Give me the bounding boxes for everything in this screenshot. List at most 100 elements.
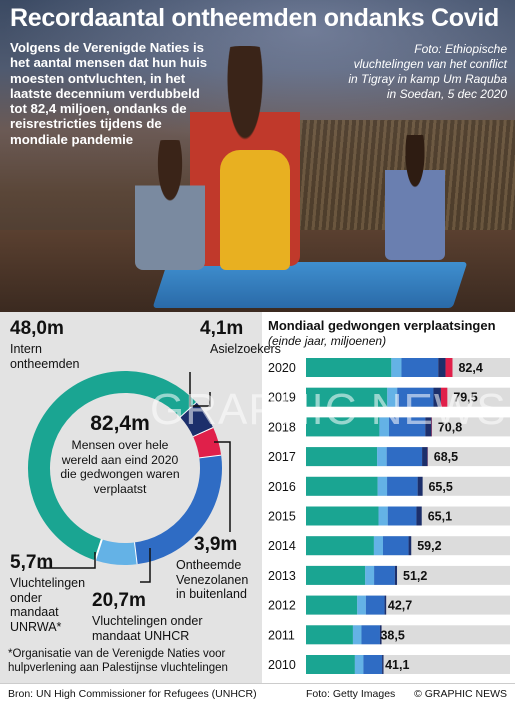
bar-year-label: 2013 (268, 569, 296, 583)
bar-chart-title: Mondiaal gedwongen verplaatsingen (268, 318, 496, 333)
donut-slice-separator (179, 401, 198, 419)
bar-total-label: 82,4 (458, 361, 482, 375)
bar-year-label: 2015 (268, 510, 296, 524)
bar-total-label: 68,5 (434, 450, 458, 464)
donut-slice (193, 427, 222, 459)
bar-segment (384, 595, 387, 615)
slice-value-asiel: 4,1m (200, 318, 244, 339)
watermark: GRAPHIC NEWS (150, 385, 507, 434)
slice-label-asiel: Asielzoekers (210, 342, 281, 356)
bar-segment (378, 506, 388, 526)
bar-total-label: 79,5 (453, 391, 477, 405)
bar-segment (445, 358, 453, 377)
bar-segment (354, 655, 364, 674)
donut-chart (28, 371, 231, 583)
header-photo: Recordaantal ontheemden ondanks Covid Vo… (0, 0, 515, 312)
bar-total-label: 42,7 (388, 599, 412, 613)
slice-label-unrwa: Vluchtelingen onder mandaat UNRWA* (10, 576, 86, 634)
bar-total-label: 59,2 (417, 539, 441, 553)
bar-segment (306, 417, 380, 437)
footer: Bron: UN High Commissioner for Refugees … (0, 683, 515, 703)
bar-total-label: 41,1 (385, 658, 409, 672)
bar-segment (401, 358, 439, 377)
bar-year-label: 2017 (268, 450, 296, 464)
footer-photo-credit: Foto: Getty Images (306, 688, 396, 700)
bar-segment (391, 358, 402, 377)
bar-segment (440, 387, 448, 407)
bar-segment (389, 417, 426, 437)
bar-segment (387, 506, 417, 526)
bar-chart-subtitle: (einde jaar, miljoenen) (268, 334, 387, 348)
photo-seated-woman (385, 135, 445, 260)
bar-segment (377, 476, 388, 496)
bar-segment (306, 595, 358, 615)
bar-segment (373, 536, 383, 556)
leader-line-unhcr (140, 548, 151, 583)
donut-slice-separator (94, 539, 103, 561)
bar-segment (408, 536, 412, 556)
bar-segment (387, 387, 398, 407)
bar-year-label: 2016 (268, 480, 296, 494)
bar-segment (379, 625, 382, 645)
bar-total-label: 38,5 (380, 628, 404, 642)
bar-segment (417, 476, 423, 496)
bar-segment (306, 476, 378, 496)
leader-line-unrwa (40, 552, 96, 569)
photo-child (135, 140, 205, 270)
bar-total-label: 51,2 (403, 569, 427, 583)
slice-label-venezolanen: Ontheemde Venezolanen in buitenland (176, 558, 249, 601)
bar-year-label: 2011 (268, 628, 295, 642)
leader-line-asiel (189, 372, 211, 407)
slice-value-venezolanen: 3,9m (194, 534, 238, 555)
donut-panel: 48,0m Intern ontheemden 4,1m Asielzoeker… (0, 312, 281, 683)
bar-segment (374, 565, 395, 585)
bar-year-label: 2010 (268, 658, 296, 672)
photo-caption: Foto: Ethiopische vluchtelingen van het … (348, 42, 507, 101)
bar-total-label: 65,1 (428, 510, 452, 524)
bar-segment (377, 447, 387, 467)
bar-segment (363, 655, 383, 674)
intro-text: Volgens de Verenigde Naties is het aanta… (10, 40, 208, 147)
bar-segment (306, 447, 378, 467)
bar-segment (386, 447, 423, 467)
bar-segment (379, 417, 390, 437)
bar-year-label: 2019 (268, 391, 296, 405)
footnote: *Organisatie van de Verenigde Naties voo… (8, 648, 228, 674)
bar-segment (382, 655, 384, 674)
bar-segment (306, 387, 388, 407)
donut-slice (133, 455, 222, 565)
bar-total-label: 70,8 (438, 420, 462, 434)
bar-segment (365, 565, 375, 585)
photo-mother-dress (220, 150, 290, 270)
slice-label-intern: Intern ontheemden (10, 342, 80, 371)
bar-segment (365, 595, 385, 615)
donut-slice (28, 371, 197, 561)
donut-center-value: 82,4m (90, 412, 150, 435)
slice-value-intern: 48,0m (10, 318, 64, 339)
footer-copyright: © GRAPHIC NEWS (414, 688, 507, 700)
bar-segment (306, 655, 355, 674)
bar-chart: 2020 82,4 2019 79,5 2018 70,8 2017 68,5 2016 65,5… (268, 358, 510, 674)
bar-year-label: 2012 (268, 599, 296, 613)
bar-segment (306, 625, 353, 645)
infographic-body: 48,0m Intern ontheemden 4,1m Asielzoeker… (0, 312, 515, 683)
bar-segment (438, 358, 446, 377)
bar-segment (361, 625, 380, 645)
bar-segment (382, 536, 409, 556)
bar-segment (352, 625, 362, 645)
bar-segment (394, 565, 398, 585)
bar-segment (397, 387, 434, 407)
bar-segment (387, 476, 418, 496)
bar-segment (422, 447, 428, 467)
bar-year-label: 2014 (268, 539, 296, 553)
footer-source: Bron: UN High Commissioner for Refugees … (8, 688, 257, 700)
slice-value-unrwa: 5,7m (10, 552, 54, 573)
bar-segment (357, 595, 366, 615)
slice-label-unhcr: Vluchtelingen onder mandaat UNHCR (92, 614, 203, 643)
bar-segment (306, 358, 392, 377)
bar-panel: 2020 82,4 2019 79,5 2018 70,8 2017 68,5 2016 65,5… (262, 312, 515, 683)
bar-segment (433, 387, 441, 407)
donut-center-text: Mensen over hele wereld aan eind 2020 di… (60, 438, 180, 496)
slice-value-unhcr: 20,7m (92, 590, 146, 611)
page-title: Recordaantal ontheemden ondanks Covid (10, 4, 499, 32)
